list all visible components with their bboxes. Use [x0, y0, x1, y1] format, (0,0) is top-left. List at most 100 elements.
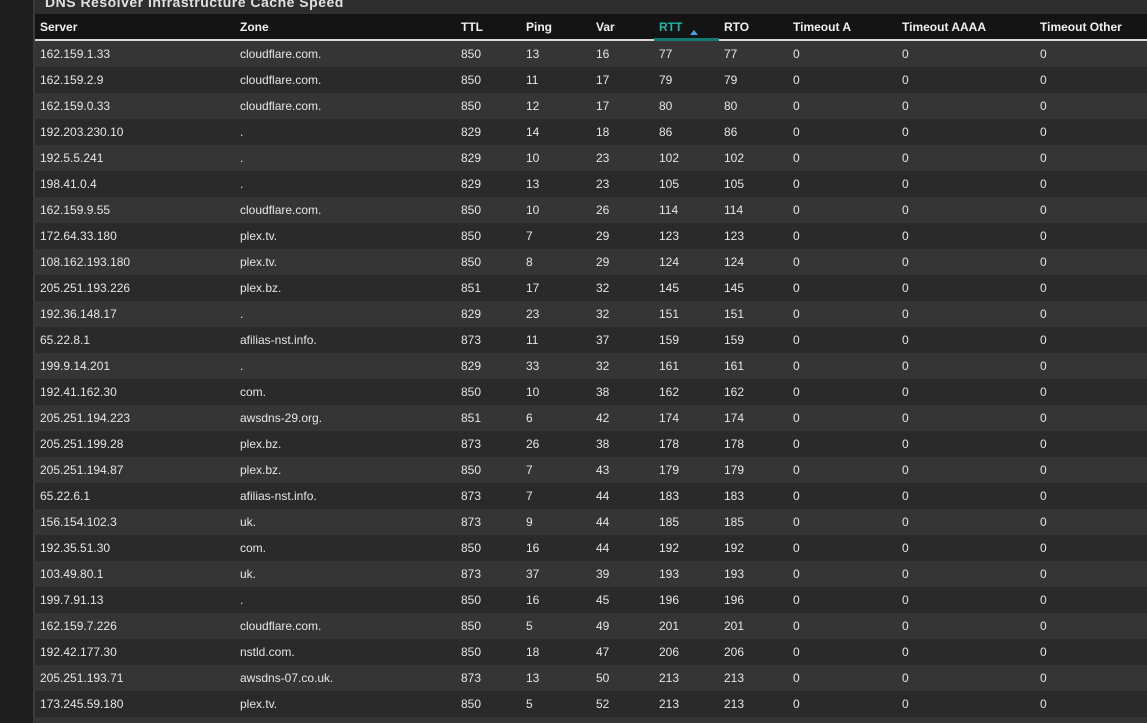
- table-cell: awsdns-07.co.uk.: [240, 671, 334, 685]
- column-header[interactable]: Ping: [526, 20, 552, 34]
- table-cell: 850: [461, 385, 482, 399]
- table-cell: 873: [461, 489, 482, 503]
- table-cell: 178: [659, 437, 680, 451]
- column-header[interactable]: Var: [596, 20, 615, 34]
- table-cell: 213: [724, 671, 745, 685]
- table-cell: 0: [1040, 359, 1047, 373]
- table-cell: 37: [526, 567, 540, 581]
- column-header[interactable]: Zone: [240, 20, 269, 34]
- table-cell: 0: [902, 515, 909, 529]
- table-cell: 52: [596, 697, 610, 711]
- table-cell: 0: [793, 385, 800, 399]
- table-cell: 23: [596, 151, 610, 165]
- panel-title: DNS Resolver Infrastructure Cache Speed: [45, 0, 344, 10]
- table-row-partial: [35, 717, 1147, 723]
- table-cell: 0: [1040, 99, 1047, 113]
- table-cell: 0: [902, 593, 909, 607]
- table-cell: 16: [526, 541, 540, 555]
- table-cell: 123: [659, 229, 680, 243]
- table-row: 172.64.33.180 plex.tv. 850 7 29 123 123 0 0 0: [35, 223, 1147, 249]
- table-cell: 16: [596, 47, 610, 61]
- table-cell: 192: [724, 541, 745, 555]
- table-cell: cloudflare.com.: [240, 73, 322, 87]
- table-cell: uk.: [240, 515, 257, 529]
- table-cell: 17: [526, 281, 540, 295]
- column-header[interactable]: Timeout Other: [1040, 20, 1122, 34]
- table-cell: 162.159.1.33: [40, 47, 111, 61]
- table-cell: 80: [724, 99, 738, 113]
- table-cell: 0: [1040, 593, 1047, 607]
- table-cell: 32: [596, 281, 610, 295]
- table-cell: 873: [461, 333, 482, 347]
- sort-arrow: [690, 30, 698, 35]
- table-cell: 29: [596, 229, 610, 243]
- table-row: 108.162.193.180 plex.tv. 850 8 29 124 124 0 0 0: [35, 249, 1147, 275]
- table-row: 192.5.5.241. 829 10 23 102 102 0 0 0: [35, 145, 1147, 171]
- column-header[interactable]: TTL: [461, 20, 483, 34]
- table-cell: 850: [461, 203, 482, 217]
- table-cell: 49: [596, 619, 610, 633]
- table-cell: .: [240, 125, 244, 139]
- column-header[interactable]: RTO: [724, 20, 750, 34]
- table-cell: .: [240, 359, 244, 373]
- column-header[interactable]: RTT: [659, 20, 683, 34]
- table-cell: 0: [1040, 203, 1047, 217]
- table-cell: 851: [461, 411, 482, 425]
- column-header[interactable]: Server: [40, 20, 78, 34]
- table-cell: 10: [526, 203, 540, 217]
- table-cell: uk.: [240, 567, 257, 581]
- table-cell: 156.154.102.3: [40, 515, 117, 529]
- table-cell: 193: [659, 567, 680, 581]
- table-cell: 850: [461, 255, 482, 269]
- table-cell: plex.tv.: [240, 697, 278, 711]
- table-cell: 32: [596, 359, 610, 373]
- table-cell: 0: [793, 645, 800, 659]
- table-cell: 0: [902, 541, 909, 555]
- table-cell: 185: [659, 515, 680, 529]
- table-cell: 0: [902, 307, 909, 321]
- table-cell: 192.42.177.30: [40, 645, 117, 659]
- table-cell: 17: [596, 73, 610, 87]
- table-cell: 0: [1040, 411, 1047, 425]
- table-cell: 162: [724, 385, 745, 399]
- table-cell: cloudflare.com.: [240, 619, 322, 633]
- table-cell: 213: [659, 671, 680, 685]
- table-cell: .: [240, 177, 244, 191]
- table-row: 65.22.8.1 afilias-nst.info. 873 11 37 159 159 0…: [35, 327, 1147, 353]
- table-cell: 185: [724, 515, 745, 529]
- table-cell: 179: [724, 463, 745, 477]
- table-cell: 151: [724, 307, 745, 321]
- column-header[interactable]: Timeout AAAA: [902, 20, 986, 34]
- table-cell: 0: [1040, 125, 1047, 139]
- table-cell: 201: [724, 619, 745, 633]
- table-cell: 159: [724, 333, 745, 347]
- table-cell: 0: [902, 489, 909, 503]
- table-cell: 205.251.194.223: [40, 411, 131, 425]
- table-row: 192.203.230.10. 829 14 18 86 86 0 0 0: [35, 119, 1147, 145]
- table-cell: 850: [461, 541, 482, 555]
- table-cell: 16: [526, 593, 540, 607]
- table-cell: 196: [659, 593, 680, 607]
- table-cell: 151: [659, 307, 680, 321]
- column-header[interactable]: Timeout A: [793, 20, 852, 34]
- table-cell: 873: [461, 671, 482, 685]
- table-cell: 213: [724, 697, 745, 711]
- table-row: 162.159.1.33 cloudflare.com. 850 13 16 77 77 0 0…: [35, 41, 1147, 67]
- table-cell: 0: [793, 437, 800, 451]
- table-cell: 77: [659, 47, 673, 61]
- table-cell: 0: [1040, 307, 1047, 321]
- table-cell: 11: [526, 333, 539, 347]
- table-row: 192.36.148.17. 829 23 32 151 151 0 0 0: [35, 301, 1147, 327]
- table-cell: 193: [724, 567, 745, 581]
- table-cell: 205.251.193.71: [40, 671, 124, 685]
- table-row: 198.41.0.4. 829 13 23 105 105 0 0 0: [35, 171, 1147, 197]
- table-cell: 145: [659, 281, 680, 295]
- table-cell: 13: [526, 671, 540, 685]
- table-cell: 123: [724, 229, 745, 243]
- table-cell: 0: [902, 645, 909, 659]
- table-cell: 850: [461, 99, 482, 113]
- table-cell: 0: [793, 567, 800, 581]
- table-cell: plex.tv.: [240, 229, 278, 243]
- table-row: 162.159.0.33 cloudflare.com. 850 12 17 80 80 0 0…: [35, 93, 1147, 119]
- table-cell: 0: [1040, 73, 1047, 87]
